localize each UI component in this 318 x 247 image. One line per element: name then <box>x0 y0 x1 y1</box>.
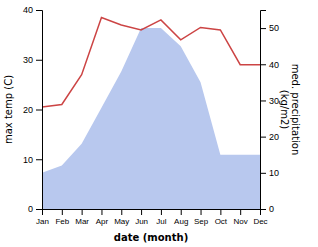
tick-mark <box>260 173 266 174</box>
tick: 10 <box>260 168 279 178</box>
tick: Jul <box>156 209 166 226</box>
tick-label: Apr <box>96 217 109 226</box>
tick-label: 0 <box>269 204 274 214</box>
tick-mark <box>141 209 142 215</box>
tick-mark <box>260 64 266 65</box>
tick: 50 <box>260 23 279 33</box>
axis-line <box>261 11 267 210</box>
tick: Dec <box>253 209 267 226</box>
tick-label: 30 <box>269 96 279 106</box>
y-axis-title: max temp (C) <box>3 75 14 144</box>
tick-mark <box>36 209 42 210</box>
tick-label: 40 <box>269 60 279 70</box>
tick-label: 0 <box>28 204 33 214</box>
tick: 30 <box>23 55 42 65</box>
tick-label: May <box>114 217 129 226</box>
tick: Jun <box>135 209 148 226</box>
x-axis: Jan Feb Mar Apr May Jun Jul Aug Sep Oct Nov Dec <box>36 209 268 226</box>
tick-label: Sep <box>194 217 209 226</box>
tick-mark <box>260 100 266 101</box>
tick-label: Nov <box>234 217 248 226</box>
tick-label: Jul <box>156 217 166 226</box>
tick-mark <box>36 10 42 11</box>
tick: May <box>114 209 129 226</box>
tick-mark <box>36 60 42 61</box>
tick-label: 20 <box>269 132 279 142</box>
tick-mark <box>36 159 42 160</box>
tick: 20 <box>23 105 42 115</box>
tick-mark <box>161 209 162 215</box>
tick-label: Feb <box>55 217 69 226</box>
tick-mark <box>101 209 102 215</box>
y2-axis-title-line: (kg/m2) <box>279 90 290 130</box>
y-axis: 0 10 20 30 40 <box>23 5 43 214</box>
y2-axis-title: med. precipitation(kg/m2) <box>279 64 301 156</box>
axis-line <box>36 11 43 210</box>
chart-container: JanFebMarAprMayJunJulAugSepOctNovDec0102… <box>0 0 318 247</box>
tick: Feb <box>55 209 69 226</box>
marks <box>42 17 260 209</box>
tick-label: 20 <box>23 105 33 115</box>
tick-mark <box>36 110 42 111</box>
tick: 40 <box>260 60 279 70</box>
tick-label: 10 <box>23 155 33 165</box>
tick-mark <box>82 209 83 215</box>
tick: Oct <box>215 209 228 226</box>
y2-axis: 0 10 20 30 40 50 <box>260 11 279 215</box>
x-axis-title: date (month) <box>114 232 188 243</box>
tick: 40 <box>23 5 42 15</box>
tick: Sep <box>194 209 209 226</box>
tick: 0 <box>260 204 274 214</box>
tick-label: 30 <box>23 55 33 65</box>
plot-root: JanFebMarAprMayJunJulAugSepOctNovDec0102… <box>3 5 301 243</box>
tick-mark <box>62 209 63 215</box>
tick: 10 <box>23 155 42 165</box>
tick-label: 40 <box>23 5 33 15</box>
tick: 20 <box>260 132 279 142</box>
tick-label: 10 <box>269 168 279 178</box>
tick-mark <box>240 209 241 215</box>
tick-label: 50 <box>269 23 279 33</box>
tick: Mar <box>75 209 89 226</box>
chart-svg: JanFebMarAprMayJunJulAugSepOctNovDec0102… <box>0 0 318 247</box>
tick: Aug <box>174 209 188 226</box>
tick-mark <box>260 209 266 210</box>
tick: Nov <box>234 209 248 226</box>
tick-mark <box>260 137 266 138</box>
precipitation-area <box>42 28 260 209</box>
tick-mark <box>201 209 202 215</box>
tick-mark <box>121 209 122 215</box>
tick: 0 <box>28 204 42 214</box>
tick-label: Jan <box>36 217 49 226</box>
tick-label: Mar <box>75 217 89 226</box>
tick-mark <box>220 209 221 215</box>
tick-mark <box>260 28 266 29</box>
tick: Apr <box>96 209 109 226</box>
tick-mark <box>181 209 182 215</box>
temperature-line <box>42 17 260 107</box>
tick: 30 <box>260 96 279 106</box>
tick-label: Oct <box>215 217 228 226</box>
tick-label: Dec <box>253 217 267 226</box>
y2-axis-title-line: med. precipitation <box>290 64 301 156</box>
tick: Jan <box>36 209 49 226</box>
axis-line <box>43 210 261 216</box>
tick-label: Aug <box>174 217 188 226</box>
tick-label: Jun <box>135 217 148 226</box>
